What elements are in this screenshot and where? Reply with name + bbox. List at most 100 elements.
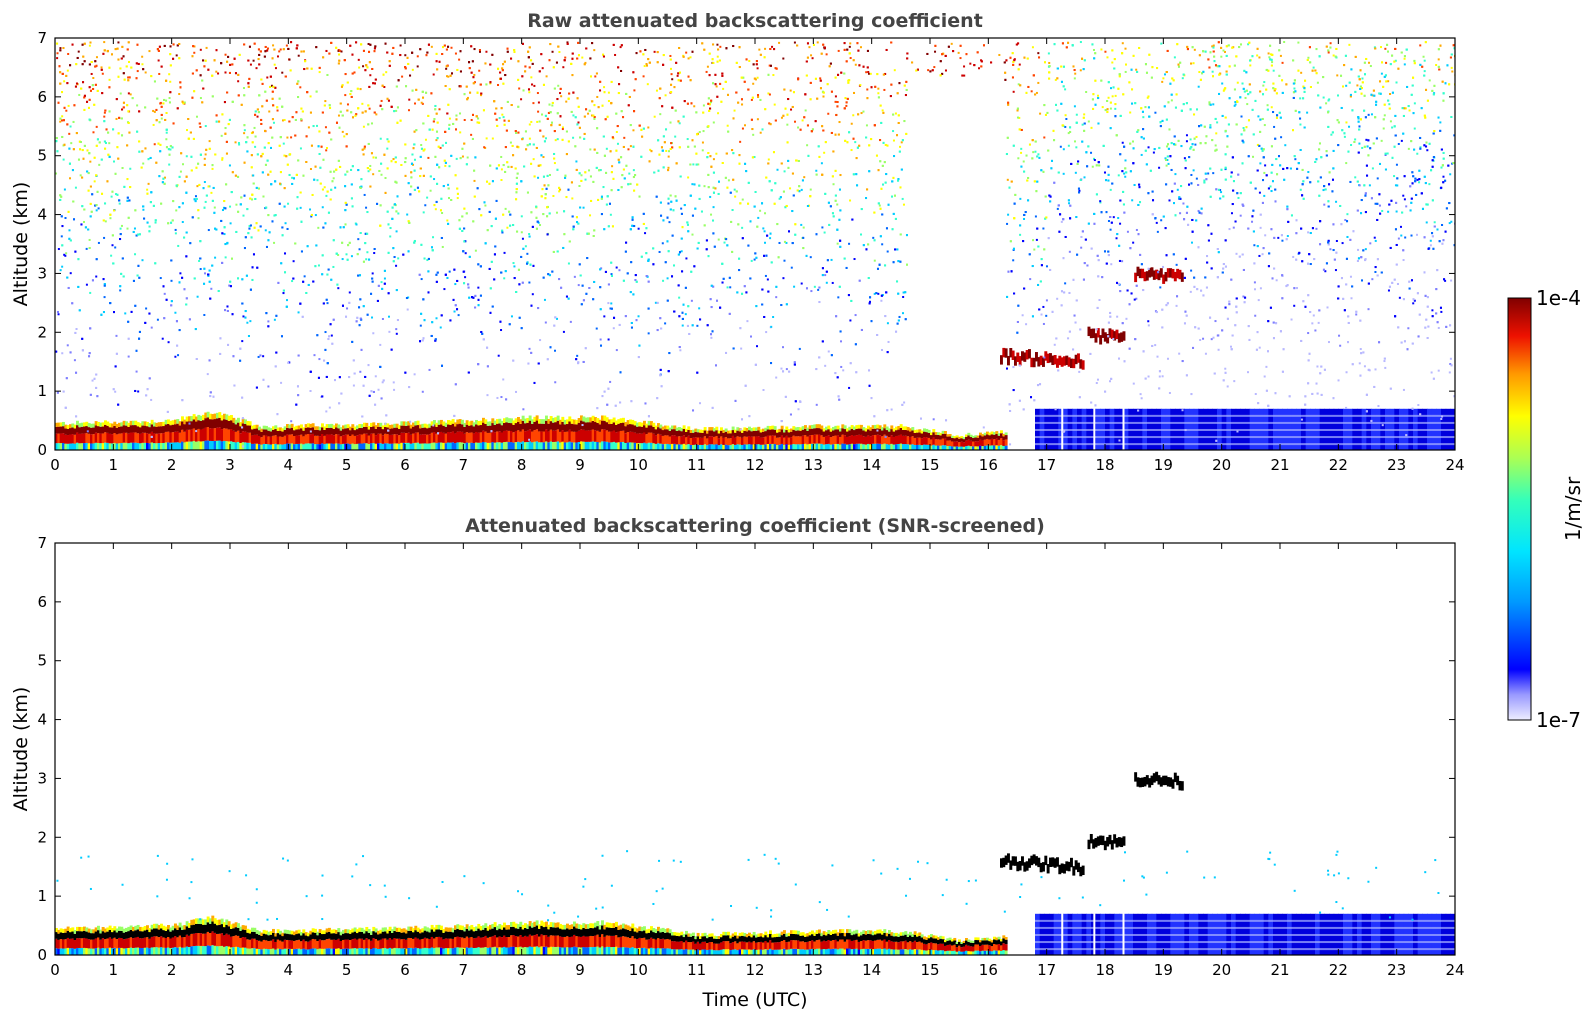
noise-speck: [1361, 146, 1364, 149]
heat-cell: [472, 433, 476, 444]
noise-speck: [581, 56, 584, 59]
noise-speck: [849, 319, 852, 322]
noise-speck: [179, 170, 182, 173]
noise-speck: [59, 120, 62, 123]
heat-cell: [743, 444, 747, 450]
noise-speck: [1195, 177, 1198, 180]
noise-speck: [539, 339, 542, 342]
heat-cell: [458, 419, 462, 424]
heat-cell: [986, 431, 989, 435]
heat-cell: [216, 427, 219, 441]
noise-speck: [727, 179, 730, 182]
noise-speck: [1067, 144, 1070, 147]
noise-speck: [1449, 357, 1452, 360]
noise-speck: [950, 42, 953, 45]
noise-speck: [1096, 94, 1099, 97]
heat-cell: [447, 432, 450, 443]
noise-speck: [1439, 121, 1442, 124]
noise-speck: [797, 126, 800, 129]
heat-cell: [687, 429, 691, 436]
heat-cell: [820, 443, 824, 450]
heat-cell: [66, 435, 70, 444]
heat-cell: [934, 439, 938, 446]
heat-cell: [757, 426, 761, 431]
noise-speck: [473, 81, 476, 84]
heat-cell: [465, 432, 469, 443]
noise-speck: [142, 162, 145, 165]
noise-speck: [273, 318, 276, 321]
heat-cell: [631, 419, 635, 425]
heat-cell: [629, 442, 632, 450]
noise-speck: [1397, 142, 1400, 145]
heat-cell: [703, 436, 707, 445]
noise-speck: [1408, 109, 1411, 112]
heat-cell: [150, 419, 154, 425]
heat-cell: [813, 424, 817, 429]
noise-speck: [367, 42, 370, 45]
heat-cell: [125, 442, 128, 450]
noise-speck: [127, 355, 130, 358]
noise-speck: [520, 231, 523, 234]
heat-cell: [666, 435, 670, 444]
heat-cell: [178, 432, 182, 443]
heat-cell: [500, 420, 504, 426]
noise-speck: [361, 102, 364, 105]
heat-cell: [913, 444, 917, 450]
heat-cell: [750, 444, 754, 450]
heat-cell: [780, 425, 784, 430]
noise-speck: [1064, 282, 1067, 285]
heat-cell: [589, 422, 593, 431]
heat-cell: [484, 419, 488, 424]
noise-speck: [729, 286, 732, 289]
heat-cell: [806, 427, 810, 431]
noise-speck: [528, 123, 531, 126]
heat-cell: [888, 431, 891, 438]
heat-cell: [391, 424, 394, 429]
heat-cell: [423, 423, 427, 428]
heat-cell: [932, 437, 936, 445]
heat-cell: [153, 433, 156, 444]
heat-cell: [570, 419, 574, 424]
heat-cell: [223, 428, 226, 441]
heat-cell: [528, 441, 532, 450]
heat-cell: [468, 432, 471, 443]
heat-cell: [738, 444, 742, 450]
noise-speck: [1224, 168, 1227, 171]
noise-speck: [824, 274, 827, 277]
heat-cell: [258, 426, 261, 431]
noise-speck: [1281, 61, 1284, 64]
heat-cell: [118, 433, 121, 444]
heat-cell: [617, 423, 621, 432]
noise-speck: [642, 75, 645, 78]
noise-speck: [392, 381, 395, 384]
heat-cell: [181, 441, 184, 450]
noise-speck: [136, 104, 139, 107]
noise-speck: [1140, 397, 1143, 400]
heat-cell: [171, 442, 175, 450]
noise-speck: [1166, 357, 1169, 360]
heat-cell: [657, 443, 660, 450]
cloud-cell: [1087, 326, 1091, 337]
noise-speck: [1165, 164, 1168, 167]
noise-speck: [485, 137, 488, 140]
heat-cell: [722, 432, 726, 438]
noise-speck: [223, 233, 226, 236]
noise-speck: [496, 396, 499, 399]
noise-speck: [86, 430, 89, 433]
noise-speck: [1229, 345, 1232, 348]
heat-cell: [169, 420, 173, 426]
noise-speck: [750, 98, 753, 101]
noise-speck: [315, 124, 318, 127]
noise-speck: [764, 47, 767, 50]
heat-cell: [850, 428, 854, 436]
noise-speck: [1246, 103, 1249, 106]
noise-speck: [696, 324, 699, 327]
noise-speck: [1217, 348, 1220, 351]
heat-cell: [554, 417, 558, 423]
noise-speck: [716, 43, 719, 46]
heat-cell: [472, 422, 476, 427]
heat-cell: [892, 428, 896, 432]
noise-speck: [69, 125, 72, 128]
noise-speck: [599, 338, 602, 341]
heat-cell: [771, 429, 775, 436]
